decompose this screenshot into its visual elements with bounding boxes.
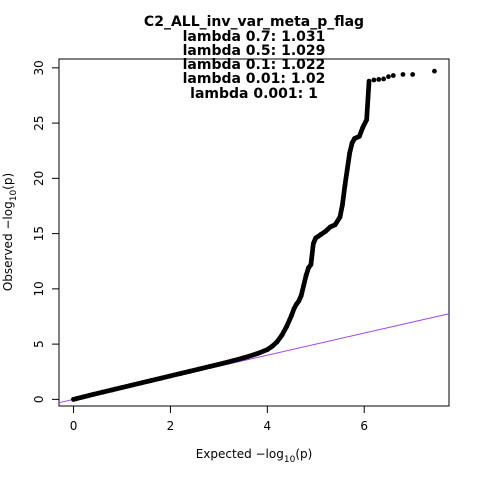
data-point <box>410 72 416 77</box>
y-axis: 0 5 10 15 20 25 30 <box>32 60 59 403</box>
data-point <box>129 382 135 388</box>
data-point <box>279 332 285 338</box>
data-point <box>119 385 125 390</box>
x-tick-label: 6 <box>360 419 368 433</box>
lambda-05-label: lambda 0.5: 1.029 <box>183 43 326 59</box>
data-point <box>245 354 251 360</box>
data-point <box>340 202 345 208</box>
data-point <box>376 77 382 82</box>
y-tick-label: 10 <box>32 281 46 296</box>
data-point <box>206 364 212 370</box>
data-point <box>347 150 353 156</box>
lambda-07-label: lambda 0.7: 1.031 <box>183 29 326 45</box>
data-points <box>71 68 437 402</box>
data-point <box>90 392 96 397</box>
plot-frame <box>58 58 450 407</box>
data-point <box>310 241 316 246</box>
x-axis-label: Expected −log10(p) <box>196 447 313 465</box>
x-axis: 0 2 4 6 <box>70 406 368 433</box>
y-tick-label: 20 <box>32 171 46 186</box>
data-point <box>366 78 372 84</box>
y-tick-label: 15 <box>32 226 46 241</box>
data-point <box>255 351 261 356</box>
data-point <box>109 387 115 393</box>
data-point <box>289 312 294 318</box>
data-point <box>158 375 164 381</box>
data-point <box>400 72 406 77</box>
data-point <box>337 214 343 220</box>
data-point <box>371 77 377 83</box>
x-tick-label: 0 <box>70 419 78 433</box>
data-point <box>356 133 362 139</box>
data-point <box>197 366 202 372</box>
data-point <box>303 273 309 278</box>
y-tick-label: 25 <box>32 115 46 130</box>
data-point <box>313 235 319 241</box>
data-point <box>342 183 348 189</box>
y-axis-label-sub: 10 <box>9 190 19 202</box>
data-point <box>216 361 222 367</box>
y-tick-label: 0 <box>32 396 46 404</box>
data-point <box>293 301 299 307</box>
data-point <box>291 306 297 312</box>
data-point <box>264 347 270 353</box>
data-point <box>138 380 144 386</box>
data-point <box>381 76 386 82</box>
data-point <box>284 324 290 329</box>
data-point <box>298 293 304 298</box>
data-point <box>80 394 86 400</box>
x-axis-label-prefix: Expected −log <box>196 447 284 461</box>
data-point <box>432 68 437 74</box>
data-point <box>177 371 183 377</box>
data-point <box>226 359 231 365</box>
data-point <box>235 356 241 362</box>
data-point <box>386 74 391 80</box>
data-point <box>364 117 370 123</box>
data-point <box>318 232 324 238</box>
data-point <box>332 222 338 228</box>
data-point <box>296 298 302 304</box>
x-tick-label: 2 <box>167 419 175 433</box>
data-point <box>308 262 314 267</box>
x-axis-label-sub: 10 <box>284 455 296 465</box>
x-tick-label: 4 <box>264 419 272 433</box>
data-point <box>301 283 307 288</box>
data-point <box>148 378 154 383</box>
data-point <box>327 224 333 230</box>
data-point <box>71 396 76 402</box>
data-point <box>349 140 355 146</box>
data-point <box>274 339 280 345</box>
data-point <box>100 389 106 395</box>
lambda-001-label: lambda 0.01: 1.02 <box>183 71 326 87</box>
data-point <box>323 228 328 234</box>
data-point <box>390 73 396 78</box>
data-point <box>306 265 311 271</box>
x-axis-label-suffix: (p) <box>295 447 312 461</box>
chart-title: C2_ALL_inv_var_meta_p_flag <box>144 14 364 30</box>
data-point <box>269 343 275 349</box>
lambda-0001-label: lambda 0.001: 1 <box>190 86 318 102</box>
data-point <box>352 136 357 141</box>
y-axis-label-prefix: Observed −log <box>1 201 15 291</box>
data-point <box>168 373 173 379</box>
lambda-01-label: lambda 0.1: 1.022 <box>183 57 326 73</box>
y-tick-label: 30 <box>32 60 46 75</box>
y-tick-label: 5 <box>32 340 46 348</box>
data-point <box>360 125 366 130</box>
y-axis-label-suffix: (p) <box>1 173 15 190</box>
data-point <box>187 368 193 374</box>
y-axis-label: Observed −log10(p) <box>1 173 19 291</box>
data-point <box>344 167 350 172</box>
